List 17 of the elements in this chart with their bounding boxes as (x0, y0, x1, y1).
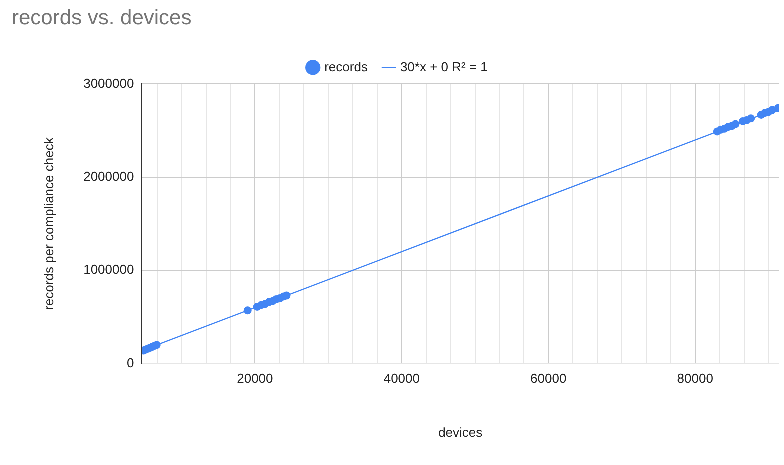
chart-title: records vs. devices (12, 6, 192, 30)
y-axis-title: records per compliance check (41, 137, 56, 310)
y-tick-label: 3000000 (84, 76, 134, 91)
x-tick-label: 40000 (384, 371, 420, 386)
x-tick-label: 80000 (677, 371, 714, 386)
y-tick-label: 2000000 (84, 168, 134, 184)
point (244, 306, 252, 315)
y-tick-label: 1000000 (84, 262, 134, 278)
x-tick-label: 60000 (530, 371, 567, 386)
point (732, 120, 740, 128)
legend-label: records (324, 59, 368, 74)
point (282, 292, 291, 300)
x-tick-label: 20000 (237, 371, 274, 386)
legend-label: 30*x + 0 R² = 1 (400, 59, 488, 74)
x-axis-title: devices (438, 424, 484, 440)
point (747, 114, 756, 123)
y-tick-label: 0 (126, 355, 134, 370)
